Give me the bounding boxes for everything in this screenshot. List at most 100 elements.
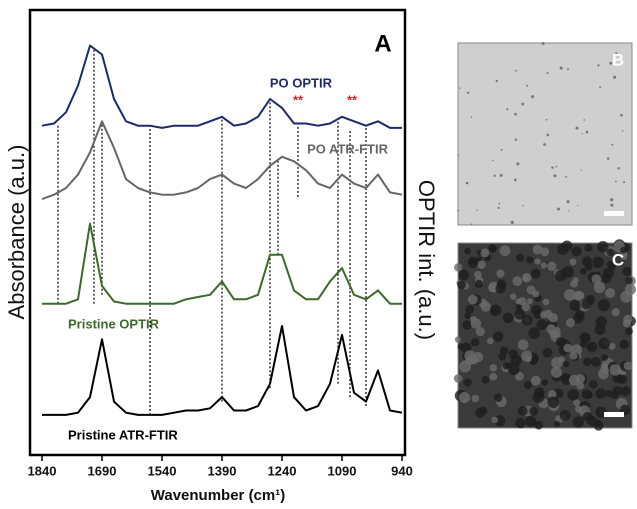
cell xyxy=(474,271,482,279)
cell xyxy=(567,389,579,401)
cell xyxy=(471,394,480,403)
series-label: PO ATR-FTIR xyxy=(307,141,388,156)
speck xyxy=(516,162,520,166)
cell xyxy=(489,364,497,372)
cell xyxy=(502,312,514,324)
cell xyxy=(530,268,541,279)
speck xyxy=(499,173,503,177)
cell xyxy=(467,294,478,305)
cell xyxy=(591,274,602,284)
cell xyxy=(459,360,472,373)
cell xyxy=(529,406,539,416)
cell xyxy=(489,372,498,381)
cell xyxy=(453,374,463,383)
cell xyxy=(563,289,576,301)
cell xyxy=(478,406,488,416)
speck xyxy=(617,167,620,170)
cell xyxy=(579,332,590,343)
panel-label: C xyxy=(612,250,624,269)
cell xyxy=(540,247,550,257)
cell xyxy=(568,374,580,386)
cell xyxy=(569,299,581,312)
cell xyxy=(470,318,482,329)
cell xyxy=(508,363,520,376)
micrograph: C xyxy=(453,239,637,431)
cell xyxy=(493,393,503,402)
speck xyxy=(546,72,549,75)
cell xyxy=(597,241,609,253)
x-axis-title: Wavenumber (cm¹) xyxy=(151,487,285,504)
cell xyxy=(480,301,491,312)
speck xyxy=(497,206,500,210)
cell xyxy=(512,276,523,287)
cell xyxy=(510,293,517,300)
cell xyxy=(457,343,464,350)
cell xyxy=(555,270,567,282)
speck xyxy=(621,129,624,132)
cell xyxy=(608,342,616,350)
speck xyxy=(476,209,478,211)
speck xyxy=(470,116,473,118)
speck xyxy=(610,198,614,202)
x-tick-label: 1690 xyxy=(88,463,117,478)
cell xyxy=(454,263,463,272)
cell xyxy=(516,253,525,262)
cell xyxy=(565,318,576,328)
cell xyxy=(597,299,610,312)
speck xyxy=(510,220,514,224)
cell xyxy=(550,366,562,378)
cell xyxy=(559,410,571,422)
cell xyxy=(526,256,534,264)
speck xyxy=(521,102,525,106)
spectrum-line xyxy=(41,120,403,201)
speck xyxy=(506,108,509,111)
cell xyxy=(622,319,632,328)
speck xyxy=(470,223,473,226)
cell xyxy=(534,258,541,265)
cell xyxy=(541,379,549,386)
cell xyxy=(575,291,585,300)
cell xyxy=(601,272,612,284)
cell xyxy=(608,262,617,271)
speck xyxy=(514,69,517,72)
cell xyxy=(481,375,490,384)
cell xyxy=(604,389,613,398)
speck xyxy=(556,207,560,211)
cell xyxy=(563,343,572,353)
speck xyxy=(465,181,469,185)
panel-label: B xyxy=(612,50,624,69)
cell xyxy=(532,244,543,255)
cell xyxy=(515,417,526,429)
speck xyxy=(522,205,524,207)
speck xyxy=(498,202,501,205)
cell xyxy=(525,415,537,427)
cell xyxy=(548,313,558,323)
cell xyxy=(510,354,522,366)
speck xyxy=(551,166,554,169)
cell xyxy=(531,304,542,316)
speck xyxy=(620,113,623,117)
cell xyxy=(522,276,529,283)
cell xyxy=(540,262,548,269)
cell xyxy=(593,281,606,294)
spectrum-line xyxy=(41,44,402,129)
cell xyxy=(594,323,606,335)
cell xyxy=(555,336,566,348)
cell xyxy=(514,308,526,320)
speck xyxy=(514,138,518,141)
cell xyxy=(588,380,598,389)
cell xyxy=(601,363,608,370)
speck xyxy=(531,95,535,99)
micrograph-bg xyxy=(457,42,633,226)
cell xyxy=(572,399,580,407)
cell xyxy=(586,391,593,399)
speck xyxy=(606,157,610,160)
cell xyxy=(534,420,544,430)
speck xyxy=(581,133,583,135)
cell xyxy=(609,364,622,376)
cell xyxy=(488,283,497,293)
speck xyxy=(568,210,570,212)
cell xyxy=(470,338,480,347)
cell xyxy=(526,285,536,295)
speck xyxy=(457,154,460,157)
